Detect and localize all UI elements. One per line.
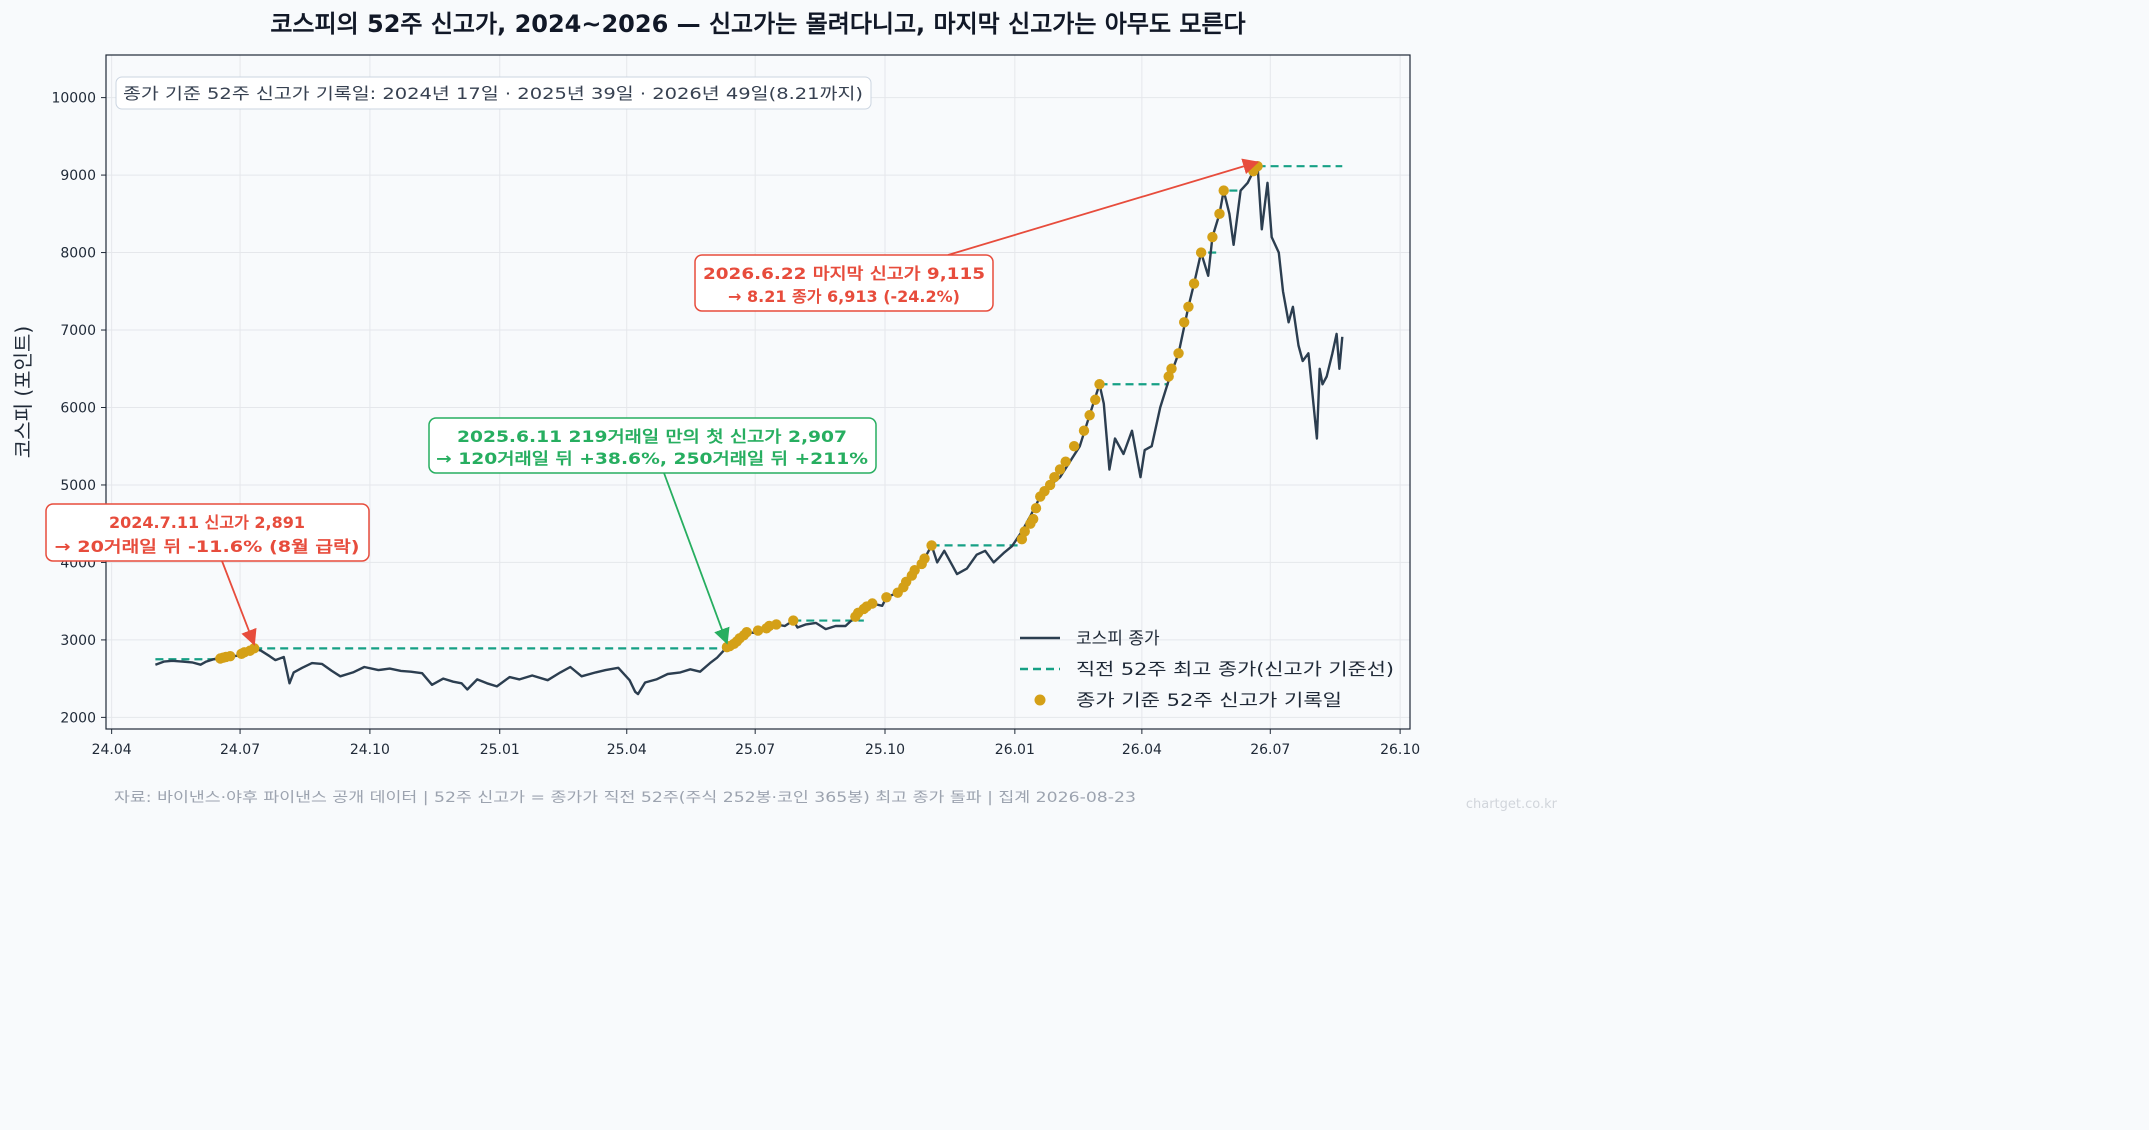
x-tick-label: 24.10: [350, 742, 390, 758]
y-tick-label: 6000: [60, 400, 96, 416]
x-tick-label: 25.10: [865, 742, 905, 758]
new-high-point: [1030, 503, 1042, 514]
x-axis-ticks: 24.04 24.07 24.10 25.01 25.04 25.07 25.10 26.01…: [92, 729, 1420, 758]
new-high-point: [788, 615, 799, 626]
annotation-2024-high: 2024.7.11 신고가 2,891 → 20거래일 뒤 -11.6% (8월…: [45, 503, 370, 646]
new-high-point: [1068, 441, 1080, 452]
new-high-point: [1019, 526, 1030, 537]
legend-label-highs: 종가 기준 52주 신고가 기록일: [1076, 691, 1342, 711]
y-tick-label: 9000: [60, 168, 96, 184]
x-tick-label: 26.10: [1380, 742, 1420, 758]
info-box-text: 종가 기준 52주 신고가 기록일: 2024년 17일 · 2025년 39일…: [123, 84, 863, 103]
x-tick-label: 25.07: [735, 742, 775, 758]
new-high-point: [1090, 394, 1101, 405]
new-high-point: [909, 564, 920, 576]
new-high-point: [1044, 479, 1056, 491]
annotation-text-line1: 2024.7.11 신고가 2,891: [109, 513, 305, 532]
x-tick-label: 26.01: [995, 742, 1035, 758]
new-high-point: [1078, 425, 1090, 436]
new-high-point: [1218, 185, 1229, 196]
y-tick-label: 3000: [60, 633, 96, 649]
legend-swatch-highs: [1034, 694, 1046, 706]
annotation-arrow: [663, 472, 730, 645]
y-tick-label: 7000: [60, 323, 96, 339]
new-high-point: [1094, 379, 1105, 390]
new-high-point: [1084, 410, 1095, 421]
new-high-point: [1183, 301, 1194, 312]
new-high-point: [881, 592, 892, 603]
watermark: chartget.co.kr: [1466, 797, 1558, 812]
new-high-point: [1178, 317, 1190, 328]
y-tick-label: 2000: [60, 710, 96, 726]
annotation-text-line2: → 120거래일 뒤 +38.6%, 250거래일 뒤 +211%: [436, 449, 868, 468]
annotation-text-line1: 2025.6.11 219거래일 만의 첫 신고가 2,907: [457, 427, 847, 446]
new-high-point: [1054, 464, 1066, 475]
x-tick-label: 24.04: [92, 742, 132, 758]
legend-label-close: 코스피 종가: [1076, 629, 1160, 649]
footer-source: 자료: 바이낸스·야후 파이낸스 공개 데이터 | 52주 신고가 = 종가가 …: [114, 790, 1136, 806]
kospi-chart: 코스피의 52주 신고가, 2024~2026 — 신고가는 몰려다니고, 마지…: [11, 10, 1558, 812]
x-tick-label: 26.04: [1122, 742, 1162, 758]
x-tick-label: 24.07: [220, 742, 260, 758]
new-high-point: [1166, 363, 1177, 374]
x-tick-label: 26.07: [1250, 742, 1290, 758]
close-price-line: [154, 165, 1344, 696]
new-high-point: [1027, 513, 1039, 525]
y-tick-label: 8000: [60, 246, 96, 262]
new-high-point: [1214, 208, 1225, 220]
legend-label-threshold: 직전 52주 최고 종가(신고가 기준선): [1076, 660, 1394, 680]
new-high-point: [1195, 247, 1207, 258]
x-tick-label: 25.01: [480, 742, 520, 758]
x-tick-label: 25.04: [607, 742, 647, 758]
new-high-point: [1188, 278, 1200, 289]
new-high-point: [1060, 456, 1071, 467]
annotation-text-line2: → 8.21 종가 6,913 (-24.2%): [728, 287, 960, 306]
annotation-arrow: [947, 158, 1260, 256]
y-axis-label: 코스피 (포인트): [11, 326, 35, 458]
annotation-2025-first-high: 2025.6.11 219거래일 만의 첫 신고가 2,907 → 120거래일…: [428, 417, 877, 645]
chart-title: 코스피의 52주 신고가, 2024~2026 — 신고가는 몰려다니고, 마지…: [270, 10, 1245, 38]
new-high-point: [1207, 231, 1218, 243]
new-high-point: [741, 626, 752, 638]
new-high-point: [1173, 348, 1184, 359]
annotation-text-line2: → 20거래일 뒤 -11.6% (8월 급락): [55, 537, 360, 556]
new-high-point: [919, 553, 930, 564]
plot-frame: [105, 54, 1411, 730]
new-high-point: [1049, 472, 1060, 483]
info-box: 종가 기준 52주 신고가 기록일: 2024년 17일 · 2025년 39일…: [115, 76, 872, 110]
new-high-point: [867, 598, 878, 609]
annotation-text-line1: 2026.6.22 마지막 신고가 9,115: [703, 264, 985, 283]
new-high-point: [248, 643, 260, 654]
y-tick-label: 10000: [51, 91, 96, 107]
new-high-dots: [215, 160, 1263, 664]
y-tick-label: 5000: [60, 478, 96, 494]
new-high-point: [752, 625, 764, 636]
new-high-point: [771, 619, 782, 630]
annotation-arrow: [221, 560, 257, 646]
new-high-point: [926, 540, 937, 551]
legend: 코스피 종가 직전 52주 최고 종가(신고가 기준선) 종가 기준 52주 신…: [1020, 629, 1394, 711]
new-high-point: [224, 650, 236, 662]
annotation-2026-last-high: 2026.6.22 마지막 신고가 9,115 → 8.21 종가 6,913 …: [694, 158, 1260, 312]
plot-area: [106, 55, 1410, 729]
